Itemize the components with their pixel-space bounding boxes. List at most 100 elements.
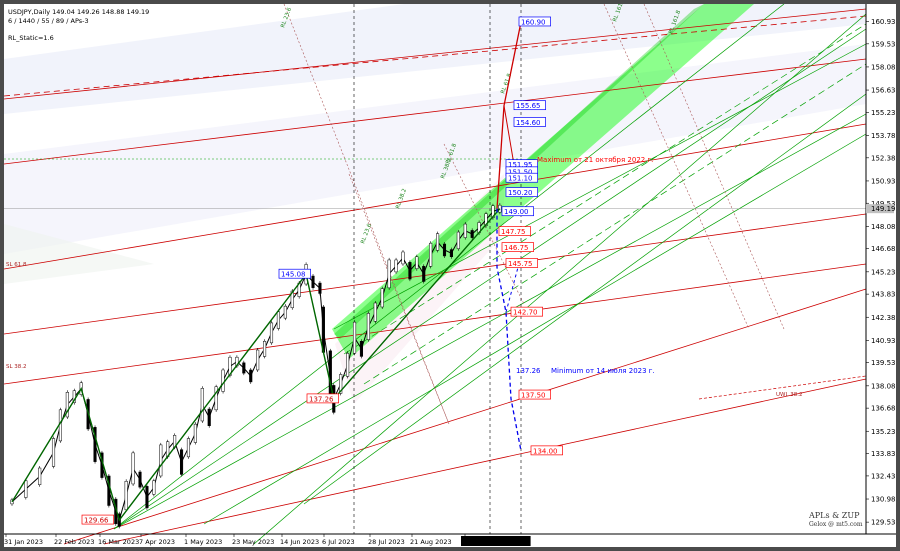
price-label-blue: 149.00 — [504, 208, 529, 216]
y-tick-label: 140.93 — [871, 337, 896, 345]
price-label-red: 129.66 — [84, 517, 109, 525]
candle-body — [38, 467, 42, 486]
candle-body — [394, 259, 398, 273]
price-label-blue: 155.65 — [516, 102, 541, 110]
y-tick-label: 145.23 — [871, 268, 896, 276]
price-label-blue: 154.60 — [516, 119, 541, 127]
green-fork-line — [253, 13, 867, 545]
y-tick-label: 158.08 — [871, 63, 896, 71]
middle-band — [4, 44, 866, 254]
y-tick-label: 136.68 — [871, 405, 896, 413]
params-header: 6 / 1440 / 55 / 89 / APs-3 — [8, 17, 89, 25]
watermark-title: APLs & ZUP — [808, 511, 860, 520]
y-tick-label: 135.23 — [871, 428, 896, 436]
red-trend-line — [63, 288, 867, 545]
candle-body — [442, 243, 447, 257]
price-label-blue: 150.20 — [508, 189, 533, 197]
up-target-branch — [503, 105, 515, 165]
price-label-blue-box — [513, 117, 546, 127]
candle-body — [51, 438, 56, 467]
price-label-red: 145.75 — [508, 260, 533, 268]
x-tick-label: 22 Feb 2023 — [54, 538, 94, 546]
candle-body — [366, 313, 370, 340]
x-tick-label: 6 Jul 2023 — [322, 538, 355, 546]
price-label-red-box — [518, 389, 551, 400]
dotted-red-line — [443, 143, 525, 305]
dotted-red-line — [643, 4, 785, 330]
red-trend-line — [4, 263, 867, 385]
y-tick-label: 132.43 — [871, 472, 896, 480]
red-trend-line — [103, 378, 867, 545]
y-tick-label: 155.23 — [871, 109, 896, 117]
line-level-label: SL 61.8 — [6, 262, 27, 268]
price-label-blue-box — [518, 16, 551, 27]
price-label-blue-box — [278, 268, 311, 279]
candle-body — [484, 213, 488, 226]
candle-body — [470, 230, 474, 238]
candle-body — [159, 444, 163, 477]
candle-body — [93, 427, 97, 462]
candle-body — [359, 340, 364, 357]
y-tick-label: 139.53 — [871, 359, 896, 367]
candle-body — [249, 369, 253, 383]
y-axis-ticks: 160.93 159.53 158.08 156.63 155.23 153.78 152.… — [866, 18, 896, 527]
x-tick-label: 1 May 2023 — [184, 538, 222, 546]
candle-body — [463, 223, 467, 238]
price-label-red-box — [498, 226, 531, 236]
price-label-red: 137.50 — [521, 392, 546, 400]
y-tick-label: 143.83 — [871, 291, 896, 299]
green-channel — [332, 4, 754, 359]
price-label-blue: 151.10 — [508, 175, 533, 183]
y-tick-label: 149.53 — [871, 200, 896, 208]
candle-body — [436, 233, 440, 251]
standalone-value: 137.26 — [516, 367, 541, 375]
candle-body — [242, 362, 246, 374]
candle-body — [200, 388, 204, 422]
green-fork-line — [303, 93, 867, 505]
static-header: RL_Static=1.6 — [8, 34, 54, 42]
line-level-label: SL 38.2 — [6, 364, 27, 370]
price-label-blue-box — [513, 100, 546, 111]
line-level-label: UWL 38.2 — [776, 392, 803, 398]
y-tick-label: 130.98 — [871, 496, 896, 504]
red-trend-line — [4, 213, 867, 335]
price-label-red: 146.75 — [504, 244, 529, 252]
y-tick-label: 156.63 — [871, 87, 896, 95]
candle-body — [256, 349, 260, 371]
y-tick-label: 152.38 — [871, 154, 896, 162]
candle-body — [221, 369, 225, 392]
x-tick-label: 7 Apr 2023 — [139, 538, 175, 546]
candle-body — [269, 322, 274, 344]
candle-body — [207, 408, 211, 427]
y-tick-label: 133.83 — [871, 450, 896, 458]
candle-body — [311, 275, 315, 288]
current-price-label: 149.19 — [871, 205, 896, 213]
x-tick-label: 28 Jul 2023 — [368, 538, 405, 546]
candle-body — [449, 249, 453, 258]
y-tick-label: 159.53 — [871, 40, 896, 48]
price-label-red: 142.70 — [513, 309, 538, 317]
price-label-blue-box — [501, 206, 534, 217]
green-dashed-line — [363, 63, 867, 385]
x-tick-label: 2023.09.27 15:58 — [463, 538, 521, 546]
candle-body — [380, 288, 384, 308]
x-tick-label: 21 Aug 2023 — [410, 538, 452, 546]
candle-body — [415, 256, 419, 269]
candle-body — [193, 423, 197, 443]
candle-body — [263, 340, 267, 357]
down-target-branch — [505, 263, 520, 313]
candle-body — [24, 480, 28, 498]
candle-body — [283, 305, 287, 319]
candle-body — [214, 386, 218, 411]
lower-band — [4, 224, 154, 284]
candle-body — [373, 302, 377, 322]
candle-body — [422, 266, 426, 282]
price-label-blue: 160.90 — [521, 18, 546, 26]
price-label-blue: 151.95 — [508, 161, 533, 169]
red-dashed-line — [4, 15, 867, 97]
price-label-red-box — [81, 514, 114, 525]
red-trend-line — [4, 123, 867, 270]
